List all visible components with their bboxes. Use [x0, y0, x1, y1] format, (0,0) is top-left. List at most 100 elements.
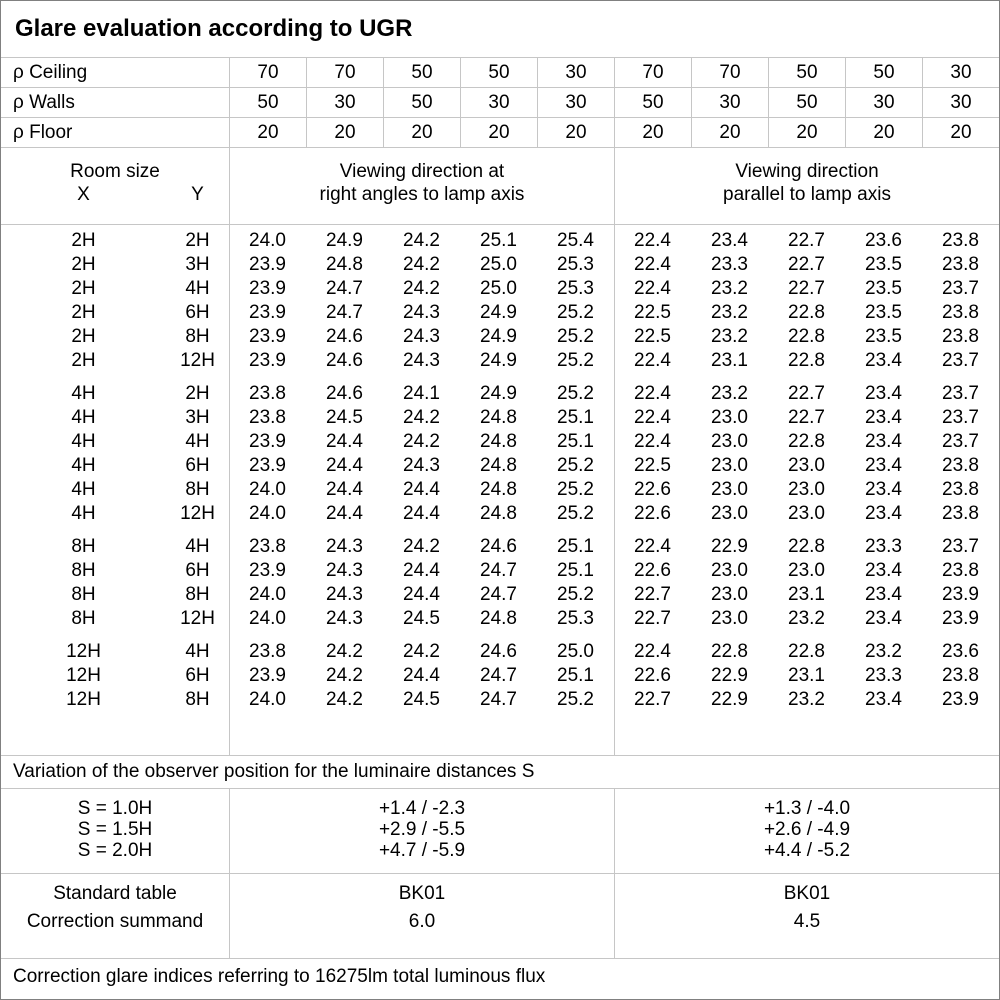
ugr-value: 24.8 — [480, 503, 517, 524]
s-value: +2.6 / -4.9 — [763, 819, 851, 840]
ugr-value: 23.8 — [942, 326, 979, 347]
ugr-value: 23.0 — [711, 560, 748, 581]
room-size-y-value: 4H — [185, 431, 210, 452]
ugr-value: 22.7 — [788, 230, 825, 251]
room-size-y-value: 12H — [180, 608, 215, 629]
reflectance-value: 70 — [691, 58, 768, 87]
ugr-value: 22.8 — [788, 326, 825, 347]
reflectance-value: 30 — [537, 58, 614, 87]
ugr-value: 24.3 — [326, 536, 363, 557]
room-size-x-value: 4H — [71, 383, 96, 404]
reflectance-label: ρ Floor — [13, 122, 73, 143]
ugr-value: 23.8 — [249, 383, 286, 404]
room-size-y-value: 4H — [185, 536, 210, 557]
reflectance-row: ρ Ceiling 70 70 50 50 30 70 70 50 50 30 — [1, 58, 999, 88]
ugr-value: 23.6 — [942, 641, 979, 662]
ugr-value: 23.5 — [865, 278, 902, 299]
ugr-value: 25.3 — [557, 254, 594, 275]
table-row: 4H 12H 24.0 24.4 24.4 24.8 25.2 22.6 23.0 23.0 2… — [1, 502, 999, 526]
ugr-value: 24.3 — [403, 326, 440, 347]
s-label: S = 1.0H — [77, 798, 153, 819]
ugr-value: 23.4 — [865, 560, 902, 581]
ugr-value: 25.1 — [557, 665, 594, 686]
ugr-value: 24.0 — [249, 608, 286, 629]
ugr-value: 23.7 — [942, 431, 979, 452]
ugr-value: 25.2 — [557, 326, 594, 347]
ugr-value: 24.8 — [480, 608, 517, 629]
table-row: 4H 8H 24.0 24.4 24.4 24.8 25.2 22.6 23.0 23.0 23… — [1, 478, 999, 502]
ugr-value: 23.1 — [788, 665, 825, 686]
ugr-value: 22.6 — [634, 503, 671, 524]
room-size-x-value: 2H — [71, 230, 96, 251]
reflectance-label: ρ Ceiling — [13, 62, 88, 83]
ugr-value: 24.4 — [403, 560, 440, 581]
room-size-y-value: 3H — [185, 254, 210, 275]
room-size-x-value: 8H — [71, 560, 96, 581]
ugr-value: 23.9 — [249, 455, 286, 476]
reflectance-value: 20 — [691, 118, 768, 147]
column-divider-left — [229, 225, 230, 755]
room-size-x-value: 12H — [66, 689, 101, 710]
ugr-value: 24.2 — [403, 431, 440, 452]
ugr-value: 24.3 — [326, 560, 363, 581]
ugr-value: 24.0 — [249, 479, 286, 500]
ugr-value: 24.7 — [480, 584, 517, 605]
ugr-value: 24.8 — [480, 479, 517, 500]
ugr-value: 23.0 — [788, 455, 825, 476]
ugr-value: 25.4 — [557, 230, 594, 251]
ugr-value: 22.4 — [634, 641, 671, 662]
ugr-value: 22.5 — [634, 455, 671, 476]
room-size-y-value: 8H — [185, 689, 210, 710]
reflectance-value: 30 — [306, 88, 383, 117]
table-row: 4H 3H 23.8 24.5 24.2 24.8 25.1 22.4 23.0 22.7 23… — [1, 406, 999, 430]
room-size-x-value: 12H — [66, 641, 101, 662]
standard-table-value: BK01 — [783, 883, 831, 904]
ugr-value: 23.8 — [249, 407, 286, 428]
reflectance-value: 20 — [537, 118, 614, 147]
ugr-value: 22.4 — [634, 254, 671, 275]
ugr-value: 23.9 — [249, 665, 286, 686]
ugr-value: 23.9 — [249, 302, 286, 323]
ugr-value: 23.9 — [249, 350, 286, 371]
ugr-value: 25.2 — [557, 455, 594, 476]
table-row: 4H 2H 23.8 24.6 24.1 24.9 25.2 22.4 23.2 22.7 23… — [1, 382, 999, 406]
ugr-value: 24.8 — [480, 455, 517, 476]
variation-note: Variation of the observer position for t… — [1, 756, 999, 789]
correction-summand-label: Correction summand — [26, 911, 204, 932]
ugr-value: 23.9 — [942, 689, 979, 710]
reflectance-value: 20 — [229, 118, 306, 147]
s-value: +1.4 / -2.3 — [378, 798, 466, 819]
ugr-value: 25.1 — [480, 230, 517, 251]
table-row: 12H 4H 23.8 24.2 24.2 24.6 25.0 22.4 22.8 22.8 2… — [1, 640, 999, 664]
group1-line2: right angles to lamp axis — [319, 184, 525, 205]
ugr-value: 23.8 — [942, 302, 979, 323]
ugr-value: 23.4 — [865, 503, 902, 524]
ugr-value: 22.4 — [634, 278, 671, 299]
ugr-value: 23.4 — [865, 584, 902, 605]
reflectance-row: ρ Walls 50 30 50 30 30 50 30 50 30 30 — [1, 88, 999, 118]
ugr-value: 22.5 — [634, 302, 671, 323]
ugr-value: 23.7 — [942, 536, 979, 557]
reflectance-value: 50 — [845, 58, 922, 87]
ugr-value: 22.9 — [711, 689, 748, 710]
ugr-value: 23.7 — [942, 278, 979, 299]
ugr-value: 23.5 — [865, 302, 902, 323]
ugr-value: 23.0 — [711, 431, 748, 452]
reflectance-row: ρ Floor 20 20 20 20 20 20 20 20 20 20 — [1, 118, 999, 148]
ugr-value: 24.0 — [249, 584, 286, 605]
ugr-value: 23.8 — [942, 455, 979, 476]
ugr-value: 24.9 — [326, 230, 363, 251]
table-row: 12H 6H 23.9 24.2 24.4 24.7 25.1 22.6 22.9 23.1 2… — [1, 664, 999, 688]
ugr-value: 23.4 — [711, 230, 748, 251]
reflectance-value: 50 — [383, 58, 460, 87]
ugr-value: 24.4 — [403, 479, 440, 500]
table-row: 8H 8H 24.0 24.3 24.4 24.7 25.2 22.7 23.0 23.1 23… — [1, 583, 999, 607]
reflectance-value: 20 — [845, 118, 922, 147]
room-size-x-value: 2H — [71, 254, 96, 275]
ugr-value: 25.1 — [557, 560, 594, 581]
reflectance-value: 20 — [768, 118, 845, 147]
ugr-value: 24.8 — [480, 431, 517, 452]
reflectance-rows: ρ Ceiling 70 70 50 50 30 70 70 50 50 30 ρ Walls 5… — [1, 58, 999, 148]
room-size-x-value: 4H — [71, 503, 96, 524]
